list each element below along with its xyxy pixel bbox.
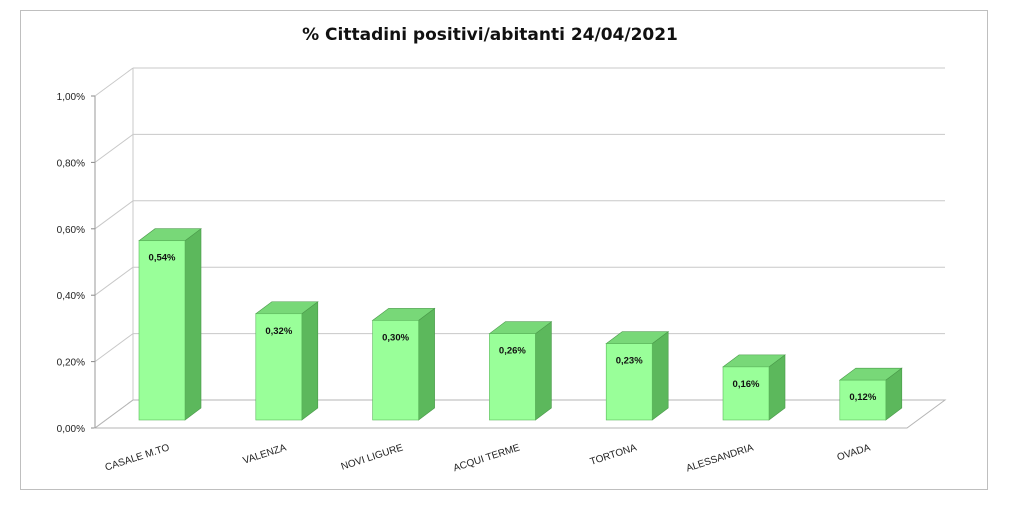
axes: [91, 95, 947, 429]
bar: [372, 320, 419, 421]
data-label: 0,32%: [265, 326, 292, 337]
x-tick-label: OVADA: [836, 442, 872, 463]
x-tick-label: CASALE M.TO: [104, 442, 171, 473]
y-tick-label: 0,60%: [57, 225, 85, 236]
x-tick-label: ALESSANDRIA: [685, 442, 755, 474]
bar: [138, 240, 186, 421]
gridline-diagonal: [94, 133, 134, 163]
gridline-diagonal: [94, 333, 134, 363]
data-label: 0,12%: [849, 392, 876, 403]
bar: [722, 366, 770, 421]
bar-group: 0,26%: [488, 321, 553, 421]
bar-side: [535, 321, 552, 421]
bar-side: [184, 228, 202, 421]
bar-group: 0,16%: [722, 354, 786, 421]
bar: [839, 379, 887, 421]
bar-side: [651, 331, 669, 421]
y-tick-label: 0,00%: [57, 424, 85, 435]
bar-group: 0,32%: [254, 301, 319, 421]
data-label: 0,23%: [616, 356, 643, 367]
bar-group: 0,30%: [371, 307, 436, 421]
y-tick-label: 0,80%: [57, 158, 85, 169]
y-tick-label: 1,00%: [57, 92, 85, 103]
bar-group: 0,54%: [138, 228, 202, 421]
x-tick-label: TORTONA: [589, 442, 639, 468]
bar-group: 0,23%: [605, 331, 670, 421]
y-tick-label: 0,40%: [57, 291, 85, 302]
bar: [489, 333, 536, 421]
data-label: 0,54%: [149, 253, 176, 264]
gridline-diagonal: [94, 67, 134, 97]
y-tick-label: 0,20%: [57, 358, 85, 369]
bar: [605, 343, 653, 421]
data-label: 0,30%: [382, 332, 409, 343]
data-label: 0,16%: [733, 379, 760, 390]
gridline-diagonal: [94, 200, 134, 230]
x-tick-label: ACQUI TERME: [452, 442, 522, 474]
y-tick-labels: 0,00% 0,20% 0,40% 0,60% 0,80% 1,00%: [57, 92, 85, 435]
bar-side: [418, 307, 435, 421]
x-tick-label: VALENZA: [242, 442, 288, 466]
bar-side: [301, 301, 319, 421]
bar-group: 0,12%: [838, 367, 903, 421]
chart-title: % Cittadini positivi/abitanti 24/04/2021: [302, 25, 678, 45]
x-tick-labels: CASALE M.TO VALENZA NOVI LIGURE ACQUI TERME…: [104, 442, 872, 474]
x-tick-label: NOVI LIGURE: [340, 442, 405, 472]
data-label: 0,26%: [499, 346, 526, 357]
bar: [255, 313, 303, 421]
floor: [93, 399, 947, 429]
bars: 0,54% 0,32% 0,30% 0,26% 0,23% 0,16% 0,12%: [138, 228, 903, 421]
gridline-diagonal: [94, 266, 134, 296]
